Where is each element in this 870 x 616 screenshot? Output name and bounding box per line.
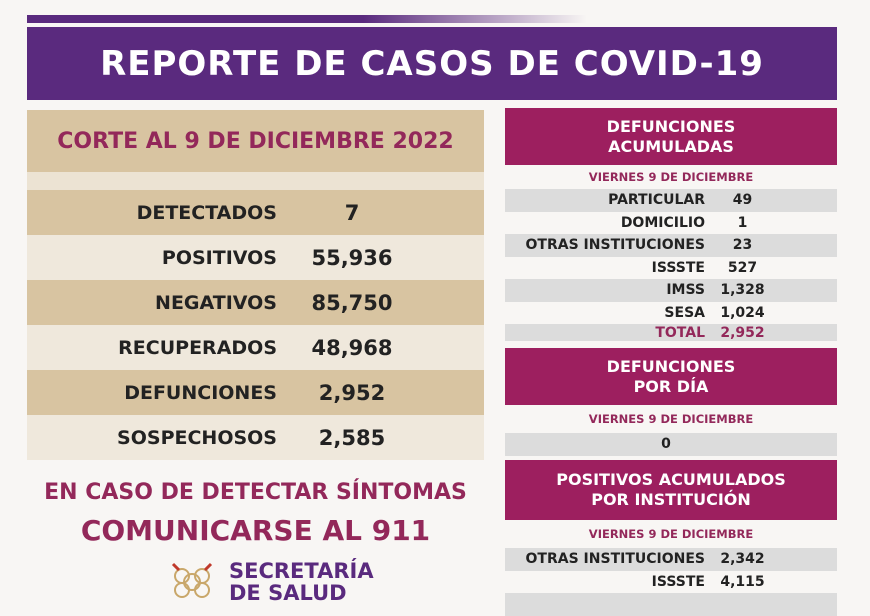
section-date: VIERNES 9 DE DICIEMBRE (588, 412, 754, 426)
secretaria-logo: SECRETARÍA DE SALUD (165, 560, 374, 604)
section-header: DEFUNCIONES POR DÍA (505, 348, 837, 405)
row-value: 1,024 (720, 304, 765, 321)
row-label: OTRAS INSTITUCIONES (525, 237, 705, 254)
table-row (505, 593, 837, 616)
row-label: SOSPECHOSOS (117, 426, 277, 449)
row-value: 1,328 (720, 282, 765, 299)
section-date: VIERNES 9 DE DICIEMBRE (588, 170, 754, 184)
row-label: DEFUNCIONES (124, 381, 277, 404)
row-value: 7 (344, 200, 360, 225)
header-line1: DEFUNCIONES (606, 356, 736, 376)
row-value: 2,342 (720, 551, 765, 568)
summary-row: DEFUNCIONES 2,952 (27, 370, 484, 415)
defunciones-acumuladas: DEFUNCIONES ACUMULADAS VIERNES 9 DE DICIE… (505, 108, 837, 341)
cta-line2: COMUNICARSE AL 911 (80, 514, 431, 547)
row-value: 48,968 (311, 335, 393, 360)
logo-line2: DE SALUD (229, 581, 347, 605)
header-line1: DEFUNCIONES (606, 116, 736, 136)
decorative-bar (27, 15, 587, 23)
row-label: IMSS (666, 282, 705, 299)
header-line1: POSITIVOS ACUMULADOS (556, 470, 786, 489)
section-header: POSITIVOS ACUMULADOS POR INSTITUCIÓN (505, 460, 837, 520)
summary-row: POSITIVOS 55,936 (27, 235, 484, 280)
summary-panel: CORTE AL 9 DE DICIEMBRE 2022 DETECTADOS 7… (27, 110, 484, 460)
row-value: 527 (727, 259, 758, 276)
table-row: ISSSTE 527 (505, 257, 837, 280)
row-value: 23 (732, 237, 753, 254)
logo-line1: SECRETARÍA (229, 559, 374, 583)
table-row: 0 (505, 433, 837, 456)
section-header: DEFUNCIONES ACUMULADAS (505, 108, 837, 165)
row-label: SESA (664, 304, 705, 321)
row-label: NEGATIVOS (155, 291, 277, 314)
table-row: OTRAS INSTITUCIONES 23 (505, 234, 837, 257)
row-label: OTRAS INSTITUCIONES (525, 551, 705, 568)
row-label: DETECTADOS (136, 201, 277, 224)
row-value: 55,936 (311, 245, 393, 270)
row-label: ISSSTE (651, 259, 705, 276)
table-row: ISSSTE 4,115 (505, 571, 837, 594)
divider (27, 172, 484, 190)
row-value: 2,585 (318, 425, 386, 450)
row-value: 4,115 (720, 573, 765, 590)
row-value: 49 (732, 192, 753, 209)
section-date: VIERNES 9 DE DICIEMBRE (588, 527, 754, 541)
table-row: IMSS 1,328 (505, 279, 837, 302)
row-label: POSITIVOS (161, 246, 277, 269)
header-line2: POR DÍA (633, 376, 709, 396)
header-line2: POR INSTITUCIÓN (591, 490, 751, 509)
row-value: 85,750 (311, 290, 393, 315)
row-value: 2,952 (318, 380, 386, 405)
row-label: ISSSTE (651, 573, 705, 590)
total-row: TOTAL 2,952 (505, 324, 837, 341)
cta-line1: EN CASO DE DETECTAR SÍNTOMAS (44, 480, 467, 505)
corte-date: CORTE AL 9 DE DICIEMBRE 2022 (27, 110, 484, 172)
table-row: OTRAS INSTITUCIONES 2,342 (505, 548, 837, 571)
table-row: PARTICULAR 49 (505, 189, 837, 212)
table-row: SESA 1,024 (505, 302, 837, 325)
row-label: DOMICILIO (620, 214, 705, 231)
header-line2: ACUMULADAS (608, 136, 734, 156)
row-label: PARTICULAR (608, 192, 705, 209)
row-label: TOTAL (655, 324, 705, 341)
table-row: DOMICILIO 1 (505, 212, 837, 235)
positivos-por-institucion: POSITIVOS ACUMULADOS POR INSTITUCIÓN VIER… (505, 460, 837, 616)
row-value: 0 (661, 436, 671, 453)
summary-row: RECUPERADOS 48,968 (27, 325, 484, 370)
page-title: REPORTE DE CASOS DE COVID-19 (27, 27, 837, 100)
defunciones-por-dia: DEFUNCIONES POR DÍA VIERNES 9 DE DICIEMBR… (505, 348, 837, 456)
row-value: 2,952 (720, 324, 765, 341)
row-label: RECUPERADOS (118, 336, 277, 359)
summary-row: DETECTADOS 7 (27, 190, 484, 235)
summary-row: SOSPECHOSOS 2,585 (27, 415, 484, 460)
row-value: 1 (737, 214, 748, 231)
flower-logo-icon (171, 562, 213, 598)
summary-row: NEGATIVOS 85,750 (27, 280, 484, 325)
